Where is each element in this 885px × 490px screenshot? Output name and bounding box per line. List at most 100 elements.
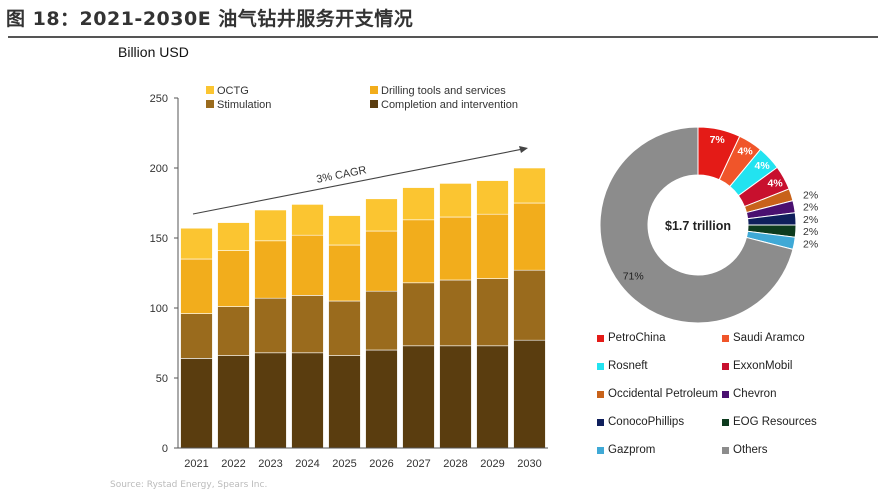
- bar-segment: [291, 352, 324, 449]
- legend-swatch: [722, 362, 729, 370]
- bar-segment: [328, 300, 361, 356]
- legend-item: Occidental Petroleum: [597, 388, 718, 400]
- legend-swatch: [370, 100, 378, 108]
- legend-item: ConocoPhillips: [597, 416, 684, 428]
- x-tick-label: 2023: [258, 458, 282, 470]
- cagr-arrow-line: [192, 148, 523, 215]
- legend-swatch: [722, 390, 729, 398]
- legend-item: Gazprom: [597, 444, 655, 456]
- x-tick-label: 2024: [295, 458, 319, 470]
- bar-segment: [365, 349, 398, 449]
- bar-segment: [254, 297, 287, 354]
- legend-item: EOG Resources: [722, 416, 817, 428]
- bar-segment: [217, 250, 250, 307]
- bar-segment: [439, 345, 472, 449]
- bar-segment: [217, 222, 250, 251]
- legend-label: Gazprom: [608, 444, 656, 456]
- legend-item: PetroChina: [597, 332, 666, 344]
- x-tick-label: 2022: [221, 458, 245, 470]
- bar-segment: [513, 202, 546, 271]
- legend-swatch: [597, 418, 604, 426]
- y-tick-label: 50: [156, 373, 168, 385]
- legend-label: Others: [733, 444, 768, 456]
- legend-label: EOG Resources: [733, 416, 817, 428]
- bar-segment: [476, 345, 509, 449]
- bar-segment: [180, 227, 213, 260]
- bar-segment: [402, 187, 435, 221]
- bar-segment: [291, 204, 324, 236]
- legend-label: ConocoPhillips: [608, 416, 685, 428]
- bar-segment: [254, 240, 287, 299]
- bar-segment: [365, 290, 398, 351]
- bar-segment: [365, 230, 398, 292]
- legend-swatch: [722, 334, 729, 342]
- title-divider: [8, 36, 878, 38]
- legend-label: OCTG: [217, 85, 249, 97]
- x-tick-label: 2025: [332, 458, 356, 470]
- bar-segment: [513, 269, 546, 341]
- bar-segment: [328, 244, 361, 302]
- legend-swatch: [597, 390, 604, 398]
- x-tick-label: 2028: [443, 458, 467, 470]
- legend-swatch: [370, 86, 378, 94]
- bar-segment: [476, 180, 509, 215]
- bar-segment: [328, 355, 361, 449]
- legend-swatch: [206, 100, 214, 108]
- bar-segment: [476, 213, 509, 279]
- bar-segment: [180, 358, 213, 449]
- bar-segment: [439, 183, 472, 218]
- bar-segment: [291, 295, 324, 354]
- legend-label: Rosneft: [608, 360, 648, 372]
- bar-segment: [513, 167, 546, 204]
- legend-swatch: [722, 446, 729, 454]
- bar-segment: [254, 209, 287, 242]
- legend-swatch: [597, 334, 604, 342]
- x-tick-label: 2027: [406, 458, 430, 470]
- bar-segment: [254, 352, 287, 449]
- x-tick-label: 2030: [517, 458, 541, 470]
- bar-segment: [439, 216, 472, 281]
- legend-label: PetroChina: [608, 332, 666, 344]
- legend-item: Chevron: [722, 388, 776, 400]
- bar-segment: [291, 234, 324, 296]
- legend-item: Rosneft: [597, 360, 648, 372]
- bar-segment: [476, 278, 509, 347]
- legend-item: ExxonMobil: [722, 360, 792, 372]
- bar-segment: [402, 345, 435, 449]
- bar-segment: [217, 355, 250, 449]
- bar-segment: [217, 306, 250, 356]
- bar-segment: [439, 279, 472, 347]
- bar-segment: [180, 258, 213, 314]
- cagr-arrow-head: [519, 146, 528, 153]
- legend-swatch: [206, 86, 214, 94]
- legend-label: Saudi Aramco: [733, 332, 805, 344]
- legend-label: Completion and intervention: [381, 99, 518, 111]
- y-unit-label: Billion USD: [118, 44, 189, 60]
- bar-segment: [513, 339, 546, 449]
- x-tick-label: 2021: [184, 458, 208, 470]
- y-tick-label: 200: [150, 163, 168, 175]
- bar-segment: [402, 219, 435, 284]
- x-tick-label: 2026: [369, 458, 393, 470]
- source-note: Source: Rystad Energy, Spears Inc.: [110, 480, 268, 490]
- legend-swatch: [597, 362, 604, 370]
- legend-item: Saudi Aramco: [722, 332, 805, 344]
- x-tick-label: 2029: [480, 458, 504, 470]
- legend-label: ExxonMobil: [733, 360, 793, 372]
- legend-label: Drilling tools and services: [381, 85, 506, 97]
- bar-segment: [402, 282, 435, 347]
- y-tick-label: 100: [150, 303, 168, 315]
- y-tick-label: 250: [150, 93, 168, 105]
- figure-title: 图 18：2021-2030E 油气钻井服务开支情况: [6, 8, 414, 30]
- legend-item: Others: [722, 444, 768, 456]
- legend-label: Chevron: [733, 388, 777, 400]
- y-tick-label: 150: [150, 233, 168, 245]
- cagr-annotation: 3% CAGR: [315, 164, 367, 185]
- legend-label: Stimulation: [217, 99, 271, 111]
- legend-swatch: [597, 446, 604, 454]
- legend-label: Occidental Petroleum: [608, 388, 718, 400]
- bar-segment: [365, 198, 398, 232]
- bar-segment: [180, 313, 213, 359]
- legend-swatch: [722, 418, 729, 426]
- bar-segment: [328, 215, 361, 246]
